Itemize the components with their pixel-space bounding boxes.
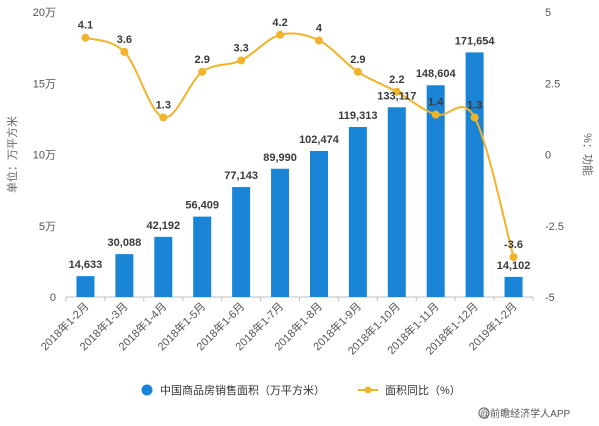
line-value-label: -3.6 <box>504 239 523 251</box>
y-right-tick-label: -5 <box>545 292 555 304</box>
bar-value-label: 171,654 <box>455 35 496 47</box>
line-value-label: 4.1 <box>78 20 93 32</box>
line-point <box>276 30 285 39</box>
line-value-label: 4.2 <box>272 17 287 29</box>
bar-value-label: 56,409 <box>185 200 219 212</box>
y-left-tick-label: 0 <box>50 292 56 304</box>
line-value-label: 2.9 <box>350 54 365 66</box>
bar-value-label: 14,102 <box>497 260 531 272</box>
legend-line-dot <box>364 386 372 394</box>
legend: 中国商品房销售面积（万平方米） 面积同比（%） <box>141 383 461 397</box>
line-value-label: 2.2 <box>389 74 404 86</box>
line-value-label: 3.6 <box>117 34 132 46</box>
y-left-tick-label: 10万 <box>33 150 56 162</box>
line-point <box>314 36 323 45</box>
bar-value-label: 89,990 <box>263 152 297 164</box>
line-value-label: 1.4 <box>428 97 444 109</box>
bar <box>271 168 290 297</box>
bar <box>309 150 328 297</box>
bar-value-label: 133,117 <box>377 90 416 102</box>
bar <box>387 107 406 297</box>
y-left-tick-label: 15万 <box>33 78 56 90</box>
y-left-tick-label: 5万 <box>39 221 56 233</box>
line-value-label: 2.9 <box>195 54 210 66</box>
line-series <box>81 30 518 262</box>
bar <box>154 236 173 297</box>
line-point <box>509 253 518 262</box>
y-right-axis-title: %：功能 <box>581 133 595 176</box>
bar <box>193 216 212 297</box>
line-value-label: 4 <box>316 23 323 35</box>
y-right-tick-label: 0 <box>545 150 551 162</box>
line-point <box>431 110 440 119</box>
y-left-tick-label: 20万 <box>33 7 56 19</box>
line-point <box>470 113 479 122</box>
line-point <box>237 56 246 65</box>
line-point <box>120 47 129 56</box>
bar-value-label: 119,313 <box>338 110 377 122</box>
line-value-label: 3.3 <box>233 42 248 54</box>
legend-bar-marker <box>141 384 153 396</box>
bar-series <box>76 52 523 297</box>
bar-value-label: 102,474 <box>299 134 340 146</box>
bar-value-label: 42,192 <box>146 220 180 232</box>
data-labels: 14,633 30,088 42,192 56,409 77,143 89,990102,… <box>69 17 531 272</box>
bar <box>504 276 523 297</box>
watermark-text: @前瞻经济学人APP <box>480 407 570 420</box>
line-value-label: 1.3 <box>156 99 171 111</box>
bar <box>348 126 367 297</box>
bar <box>465 52 484 297</box>
y-right-tick-label: 5 <box>545 7 551 19</box>
line-point <box>353 67 362 76</box>
watermark: @前瞻经济学人APP <box>478 407 570 420</box>
bar <box>115 254 134 297</box>
y-left-axis-title: 单位：万平方米 <box>5 116 19 193</box>
line-value-label: 1.3 <box>467 99 482 111</box>
bar <box>426 85 445 297</box>
line-path <box>85 32 515 258</box>
bar-value-label: 14,633 <box>69 259 103 271</box>
legend-bar-label: 中国商品房销售面积（万平方米） <box>160 383 325 397</box>
y-right-tick-label: -2.5 <box>545 221 564 233</box>
watermark-logo-icon <box>478 407 490 419</box>
bar <box>76 276 95 297</box>
legend-line-label: 面积同比（%） <box>385 384 461 397</box>
line-point <box>81 33 90 42</box>
bar <box>232 187 251 297</box>
bar-value-label: 30,088 <box>108 237 142 249</box>
bar-value-label: 148,604 <box>416 68 457 80</box>
line-point <box>392 87 401 96</box>
bar-value-label: 77,143 <box>224 170 258 182</box>
line-point <box>159 113 168 122</box>
line-point <box>198 67 207 76</box>
y-right-tick-label: 2.5 <box>545 78 560 90</box>
